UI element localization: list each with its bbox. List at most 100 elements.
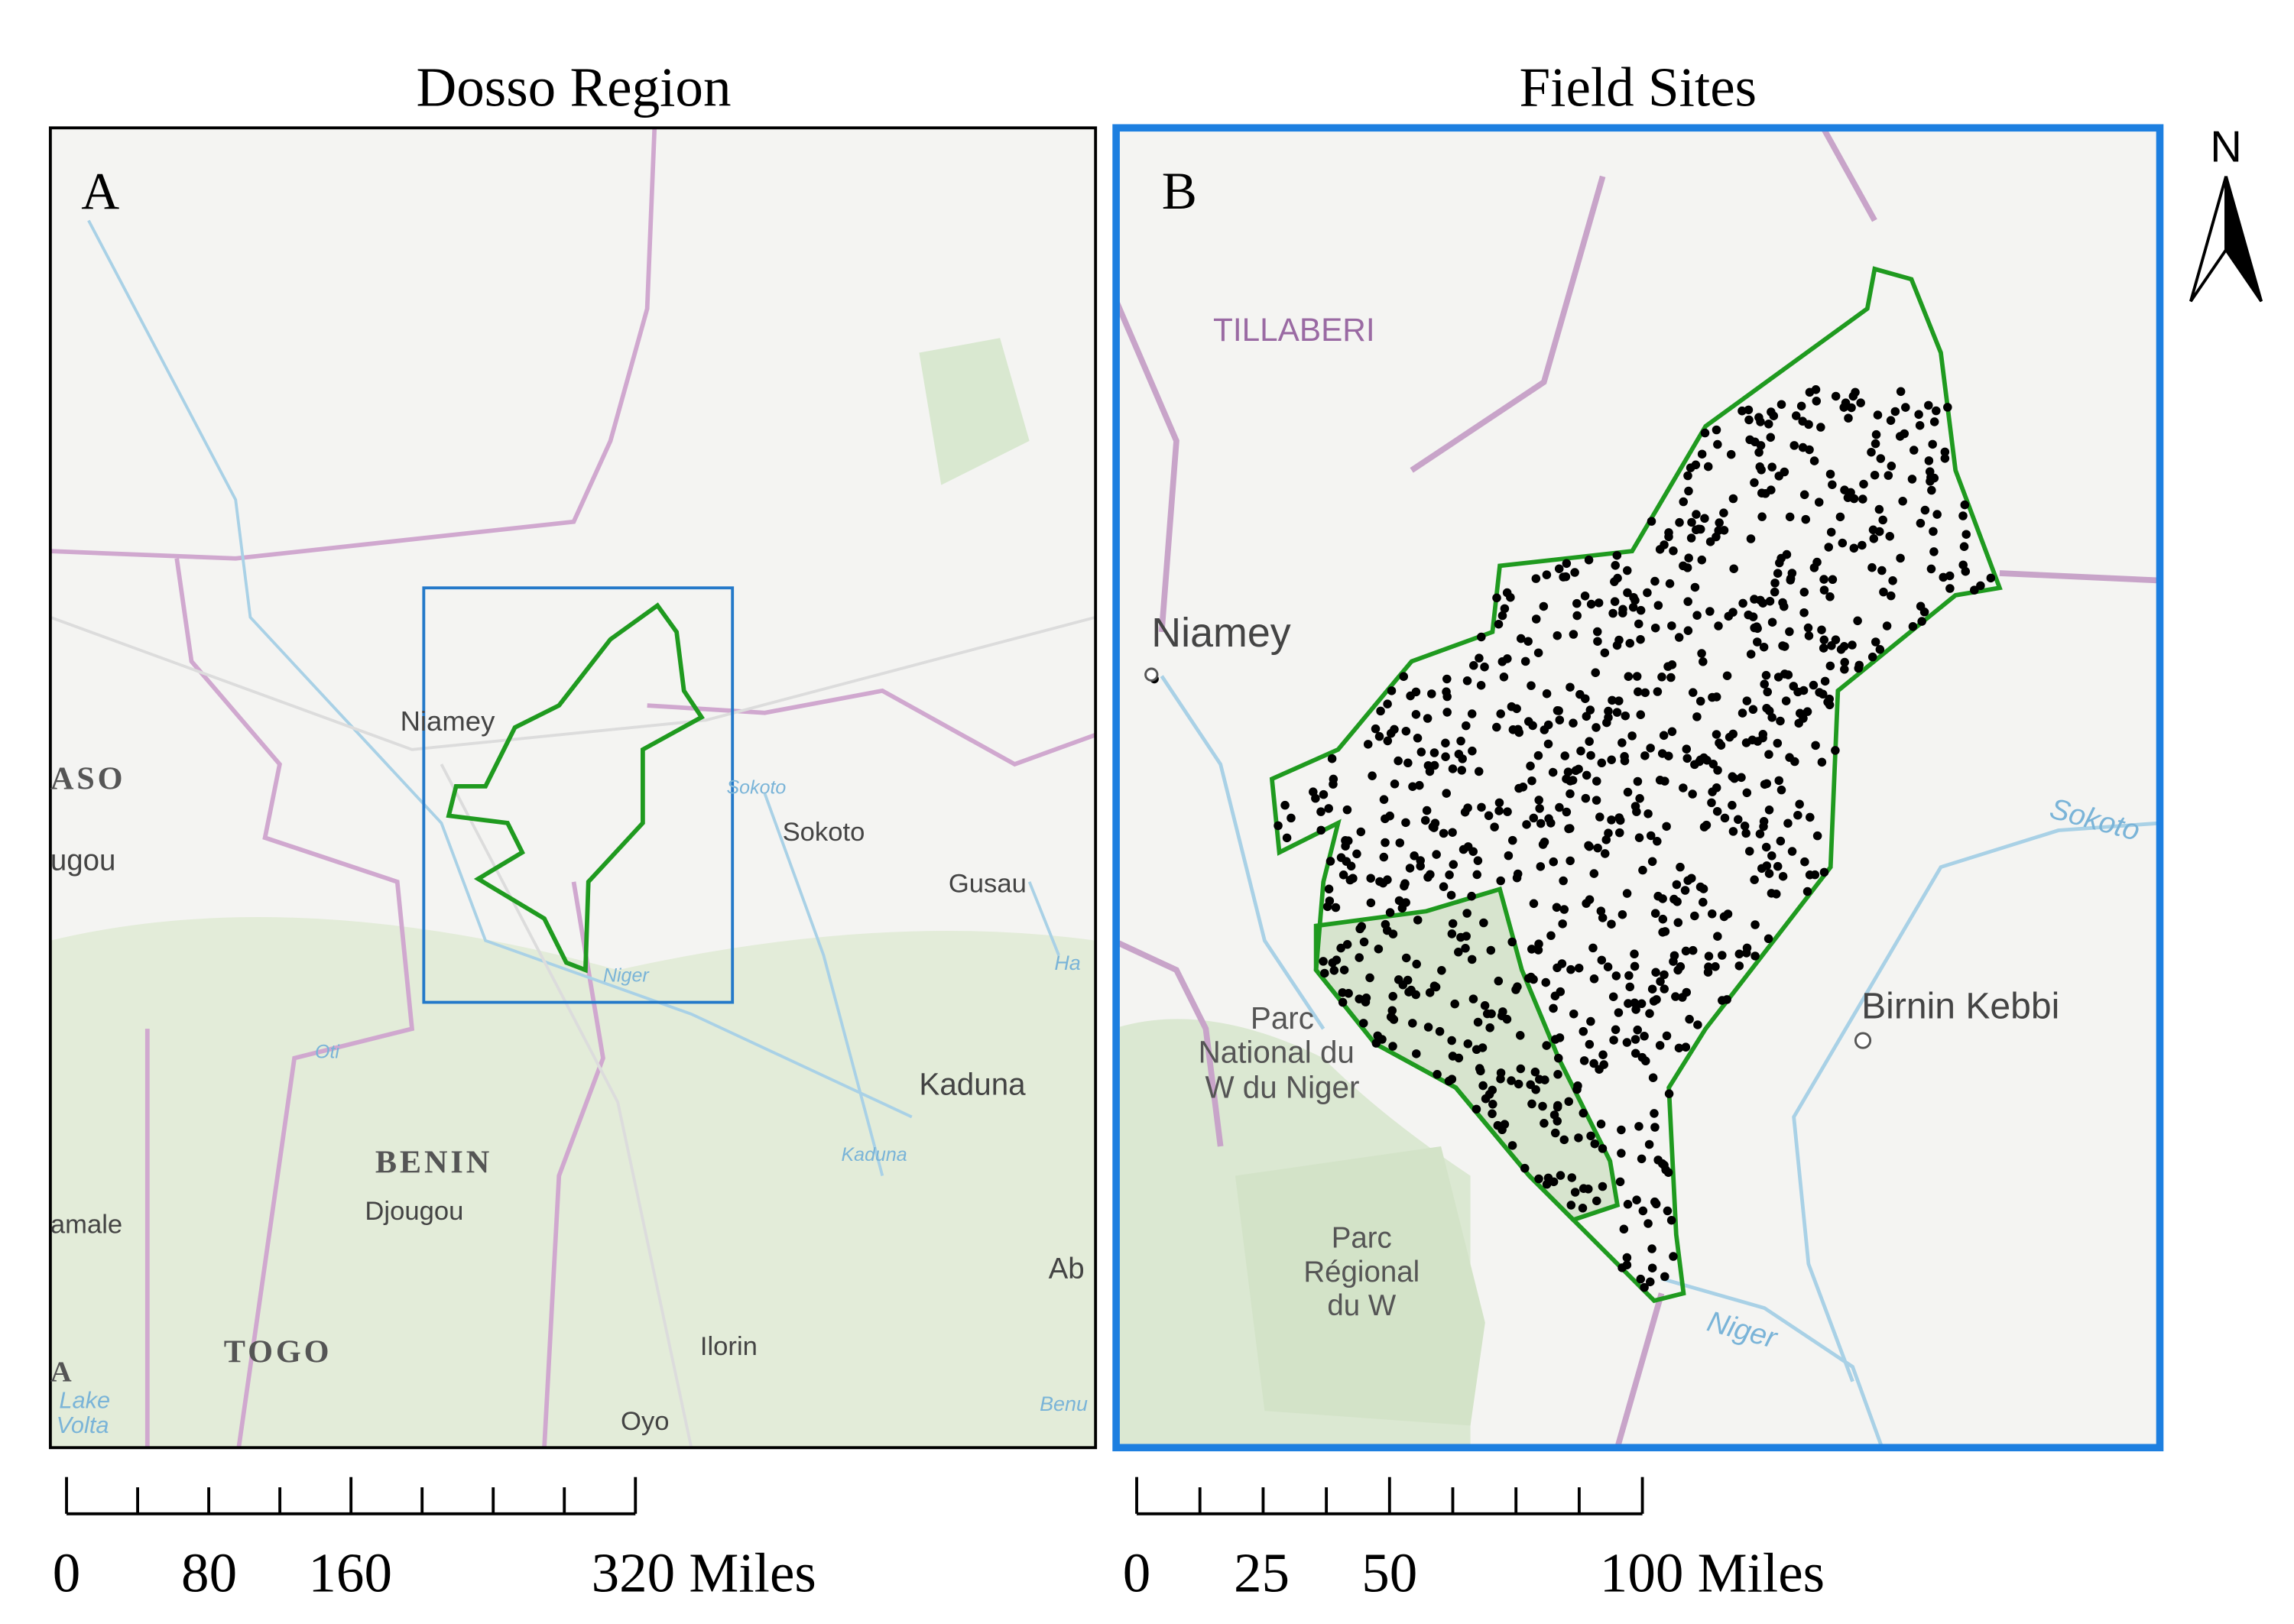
site-dot xyxy=(1740,822,1750,831)
site-dot xyxy=(1759,817,1769,826)
site-dot xyxy=(1812,397,1822,406)
site-dot xyxy=(1713,766,1722,775)
site-dot xyxy=(1474,767,1484,776)
site-dot xyxy=(1607,919,1616,929)
site-dot xyxy=(1761,842,1771,852)
site-dot xyxy=(1789,441,1799,450)
site-dot xyxy=(1729,564,1738,573)
site-dot xyxy=(1901,403,1910,412)
site-dot xyxy=(1764,869,1774,878)
site-dot xyxy=(1585,737,1594,746)
site-dot xyxy=(1615,828,1624,838)
site-dot xyxy=(1932,406,1941,416)
site-dot xyxy=(1683,597,1692,606)
site-dot xyxy=(1442,789,1451,798)
site-dot xyxy=(1496,709,1505,718)
site-dot xyxy=(1672,880,1682,890)
place-label: A xyxy=(50,1357,75,1389)
site-dot xyxy=(1352,849,1361,859)
site-dot xyxy=(1697,649,1706,658)
site-dot xyxy=(1622,889,1632,898)
site-dot xyxy=(1566,789,1575,799)
site-dot xyxy=(1744,405,1754,415)
site-dot xyxy=(1896,387,1906,397)
site-dot xyxy=(1760,489,1770,498)
site-dot xyxy=(1569,630,1579,639)
site-dot xyxy=(1638,1206,1648,1216)
site-dot xyxy=(1703,462,1713,472)
site-dot xyxy=(1667,727,1677,737)
site-dot xyxy=(1477,632,1486,642)
site-dot xyxy=(1655,545,1665,554)
site-dot xyxy=(1625,982,1634,992)
site-dot xyxy=(1929,527,1938,536)
site-dot xyxy=(1802,707,1812,716)
site-dot xyxy=(1620,756,1630,766)
site-dot xyxy=(1280,800,1290,810)
site-dot xyxy=(1563,767,1573,776)
site-dot xyxy=(1624,999,1633,1008)
site-dot xyxy=(1492,722,1501,732)
site-dot xyxy=(1859,479,1868,489)
panel-letter: B xyxy=(1162,161,1197,220)
site-dot xyxy=(1738,406,1747,416)
site-dot xyxy=(1405,864,1415,873)
site-dot xyxy=(1454,1053,1464,1063)
site-dot xyxy=(1867,447,1876,457)
site-dot xyxy=(1663,1206,1673,1216)
site-dot xyxy=(1399,672,1409,681)
site-dot xyxy=(1874,504,1884,514)
site-dot xyxy=(1767,889,1776,898)
site-dot xyxy=(1274,821,1283,831)
site-dot xyxy=(1604,713,1613,722)
site-dot xyxy=(1355,994,1364,1003)
site-dot xyxy=(1456,932,1465,942)
site-dot xyxy=(1552,903,1562,912)
site-dot xyxy=(1805,870,1815,880)
site-dot xyxy=(1623,566,1632,575)
site-dot xyxy=(1680,886,1690,895)
site-dot xyxy=(1540,1119,1549,1128)
site-dot xyxy=(1926,477,1935,486)
site-dot xyxy=(1773,861,1783,871)
site-dot xyxy=(1527,1099,1536,1109)
site-dot xyxy=(1685,1014,1694,1024)
site-dot xyxy=(1586,599,1596,609)
place-label: Oti xyxy=(315,1042,340,1063)
site-dot xyxy=(1712,730,1721,739)
site-dot xyxy=(1986,573,1996,583)
site-dot xyxy=(1617,738,1627,747)
site-dot xyxy=(1410,851,1419,861)
site-dot xyxy=(1401,818,1410,828)
site-dot xyxy=(1693,1020,1702,1029)
site-dot xyxy=(1342,940,1352,949)
site-dot xyxy=(1791,411,1801,420)
site-dot xyxy=(1674,1043,1684,1053)
site-dot xyxy=(1704,962,1713,971)
site-dot xyxy=(1429,748,1439,757)
site-dot xyxy=(1479,918,1488,928)
site-dot xyxy=(1366,898,1376,908)
site-dot xyxy=(1614,1008,1624,1017)
site-dot xyxy=(1394,756,1403,766)
scale-label: 160 xyxy=(308,1542,392,1604)
scale-label: 50 xyxy=(1361,1542,1417,1604)
site-dot xyxy=(1805,445,1814,455)
site-dot xyxy=(1403,758,1413,768)
site-dot xyxy=(1593,637,1602,646)
site-dot xyxy=(1615,815,1625,825)
site-dot xyxy=(1697,555,1707,565)
site-dot xyxy=(1467,955,1477,964)
site-dot xyxy=(1492,593,1501,603)
site-dot xyxy=(1442,708,1452,717)
site-dot xyxy=(1896,553,1905,563)
site-dot xyxy=(1741,828,1751,838)
site-dot xyxy=(1787,847,1797,856)
site-dot xyxy=(1778,641,1787,650)
site-dot xyxy=(1445,870,1454,880)
site-dot xyxy=(1441,752,1450,761)
site-dot xyxy=(1477,802,1486,812)
site-dot xyxy=(1776,400,1786,409)
site-dot xyxy=(1336,853,1346,862)
site-dot xyxy=(1858,540,1867,550)
